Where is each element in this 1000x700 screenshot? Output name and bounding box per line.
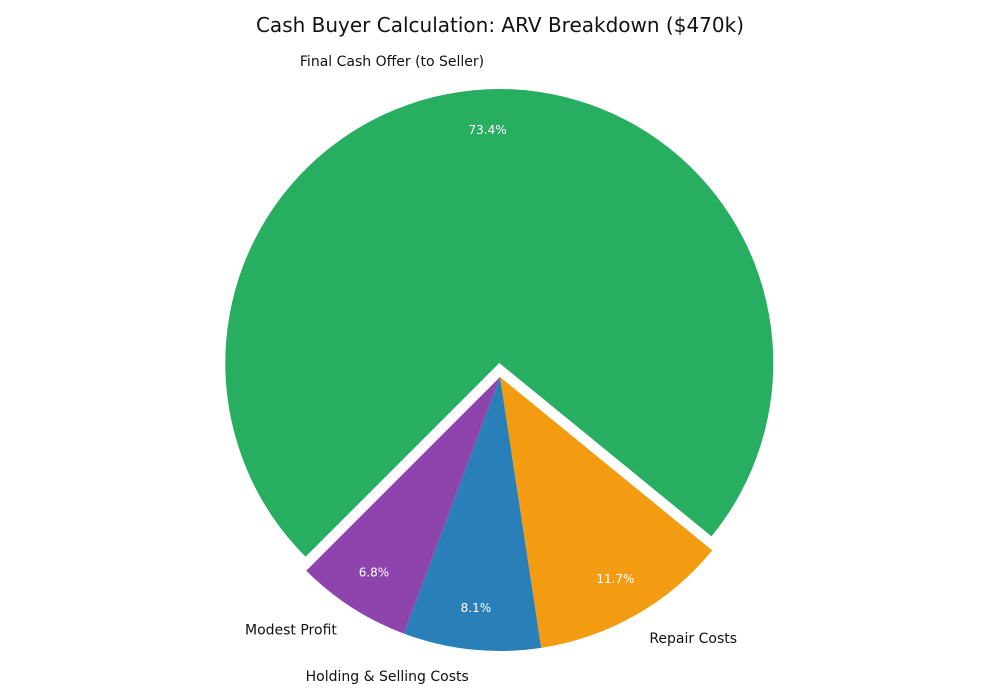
slice-percent-3: 6.8% [359, 565, 390, 579]
pie-slices [225, 89, 774, 652]
slice-percent-0: 73.4% [469, 123, 507, 137]
slice-label-2: Holding & Selling Costs [306, 669, 469, 685]
pie-slice-1 [500, 377, 713, 648]
pie-slice-0 [225, 89, 774, 557]
slice-label-0: Final Cash Offer (to Seller) [300, 54, 484, 70]
slice-percent-1: 11.7% [596, 572, 634, 586]
slice-label-3: Modest Profit [245, 622, 337, 638]
pie-slice-3 [306, 377, 500, 634]
pie-labels: Final Cash Offer (to Seller) 73.4% Repair … [245, 54, 737, 685]
slice-label-1: Repair Costs [649, 631, 737, 647]
pie-slice-2 [403, 377, 542, 652]
slice-percent-2: 8.1% [461, 601, 492, 615]
chart-title: Cash Buyer Calculation: ARV Breakdown ($… [256, 13, 744, 37]
